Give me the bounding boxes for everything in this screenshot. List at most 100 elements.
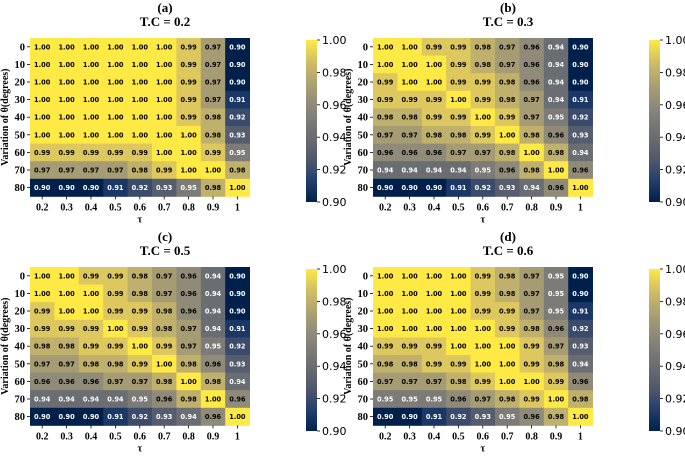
heatmap-cell: [519, 161, 545, 180]
cell-value-label: 0.99: [475, 272, 492, 280]
y-tick-label: 20: [358, 307, 369, 318]
cell-value-label: 0.97: [377, 378, 394, 386]
cell-value-label: 1.00: [450, 96, 467, 104]
colorbar-tick-label: 1.00: [322, 263, 347, 276]
heatmap-cell: [127, 38, 153, 56]
cell-value-label: 1.00: [83, 131, 100, 139]
heatmap-cell: [373, 390, 398, 409]
heatmap-cell: [543, 302, 569, 321]
cell-value-label: 1.00: [426, 272, 443, 280]
cell-value-label: 1.00: [426, 308, 443, 316]
cell-value-label: 0.99: [83, 343, 100, 351]
heatmap-cell: [127, 267, 153, 285]
cell-value-label: 0.98: [229, 167, 246, 175]
cell-value-label: 0.94: [401, 167, 418, 175]
cell-value-label: 1.00: [426, 79, 443, 87]
cell-value-label: 0.96: [156, 396, 173, 404]
heatmap-cell: [495, 178, 520, 197]
y-axis-label: Variation of θ(degrees): [0, 297, 11, 394]
heatmap-cell: [78, 302, 104, 321]
heatmap-cell: [200, 73, 226, 92]
cell-value-label: 1.00: [107, 43, 124, 51]
heatmap-cell: [200, 302, 226, 321]
heatmap-cell: [152, 355, 177, 373]
x-tick-label: 0.8: [182, 431, 195, 442]
x-tick-label: 0.7: [501, 202, 514, 213]
heatmap-cell: [568, 126, 593, 144]
cell-value-label: 0.98: [205, 131, 222, 139]
heatmap-cell: [373, 73, 398, 92]
y-tick-label: 0: [363, 42, 368, 53]
cell-value-label: 0.95: [499, 413, 516, 421]
x-axis-label: τ: [137, 214, 142, 225]
heatmap-cell: [200, 143, 226, 162]
colorbar-tick-label: 0.96: [665, 99, 685, 112]
cell-value-label: 0.93: [499, 184, 516, 192]
heatmap-cell: [103, 161, 128, 180]
heatmap-cell: [176, 126, 202, 144]
heatmap-cell: [152, 126, 177, 144]
heatmap-cell: [519, 90, 545, 109]
heatmap-cell: [397, 267, 423, 285]
cell-value-label: 0.95: [229, 149, 246, 157]
heatmap-cell: [446, 126, 471, 144]
heatmap-cell: [200, 267, 226, 285]
heatmap-cell: [78, 143, 104, 162]
x-tick-label: 0.2: [36, 431, 49, 442]
cell-value-label: 1.00: [450, 272, 467, 280]
cell-value-label: 0.96: [426, 149, 443, 157]
y-tick-label: 40: [15, 342, 26, 353]
cell-value-label: 0.93: [572, 343, 589, 351]
cell-value-label: 1.00: [426, 325, 443, 333]
y-axis-label: Variation of θ(degrees): [0, 68, 11, 165]
heatmap-cell: [127, 90, 153, 109]
heatmap-cell: [543, 284, 569, 303]
heatmap-cell: [200, 90, 226, 109]
y-tick-label: 80: [15, 412, 26, 423]
heatmap-cell: [78, 178, 104, 197]
colorbar: [649, 40, 660, 202]
heatmap-cell: [225, 407, 250, 426]
heatmap-cell: [568, 90, 593, 109]
y-tick-label: 40: [358, 342, 369, 353]
heatmap-cell: [543, 319, 569, 338]
x-tick-label: 0.9: [550, 431, 563, 442]
cell-value-label: 0.96: [572, 378, 589, 386]
cell-value-label: 0.99: [475, 131, 492, 139]
cell-value-label: 1.00: [499, 131, 516, 139]
heatmap-panel: (a)T.C = 0.2 1.00 1.00 1.00 1.00 1.00 1.00 0.99…: [0, 0, 347, 225]
cell-value-label: 1.00: [83, 61, 100, 69]
cell-value-label: 0.90: [426, 184, 443, 192]
cell-value-label: 0.99: [58, 325, 75, 333]
heatmap-cell: [421, 90, 447, 109]
heatmap-cell: [568, 108, 593, 127]
cell-value-label: 0.96: [572, 167, 589, 175]
cell-value-label: 0.97: [205, 61, 222, 69]
cell-value-label: 0.99: [523, 360, 540, 368]
heatmap-cell: [78, 355, 104, 373]
cell-value-label: 0.97: [132, 378, 149, 386]
heatmap-cell: [568, 337, 593, 356]
cell-value-label: 0.97: [205, 79, 222, 87]
cell-value-label: 0.95: [401, 396, 418, 404]
x-tick-label: 0.8: [182, 202, 195, 213]
colorbar-tick-label: 0.94: [322, 131, 347, 144]
cell-value-label: 1.00: [34, 96, 51, 104]
cell-value-label: 0.99: [499, 114, 516, 122]
heatmap-cell: [495, 55, 520, 74]
x-tick-label: 0.8: [525, 431, 538, 442]
cell-value-label: 0.99: [450, 360, 467, 368]
heatmap-cell: [103, 55, 128, 74]
cell-value-label: 0.99: [132, 325, 149, 333]
heatmap-cell: [519, 73, 545, 92]
colorbar-tick-label: 0.98: [665, 66, 685, 79]
y-tick-label: 40: [358, 113, 369, 124]
cell-value-label: 1.00: [548, 167, 565, 175]
cell-value-label: 0.90: [229, 290, 246, 298]
cell-value-label: 0.99: [377, 79, 394, 87]
cell-value-label: 1.00: [156, 79, 173, 87]
heatmap-cell: [373, 319, 398, 338]
heatmap-cell: [495, 319, 520, 338]
colorbar-tick-label: 0.96: [665, 328, 685, 341]
cell-value-label: 0.97: [180, 325, 197, 333]
